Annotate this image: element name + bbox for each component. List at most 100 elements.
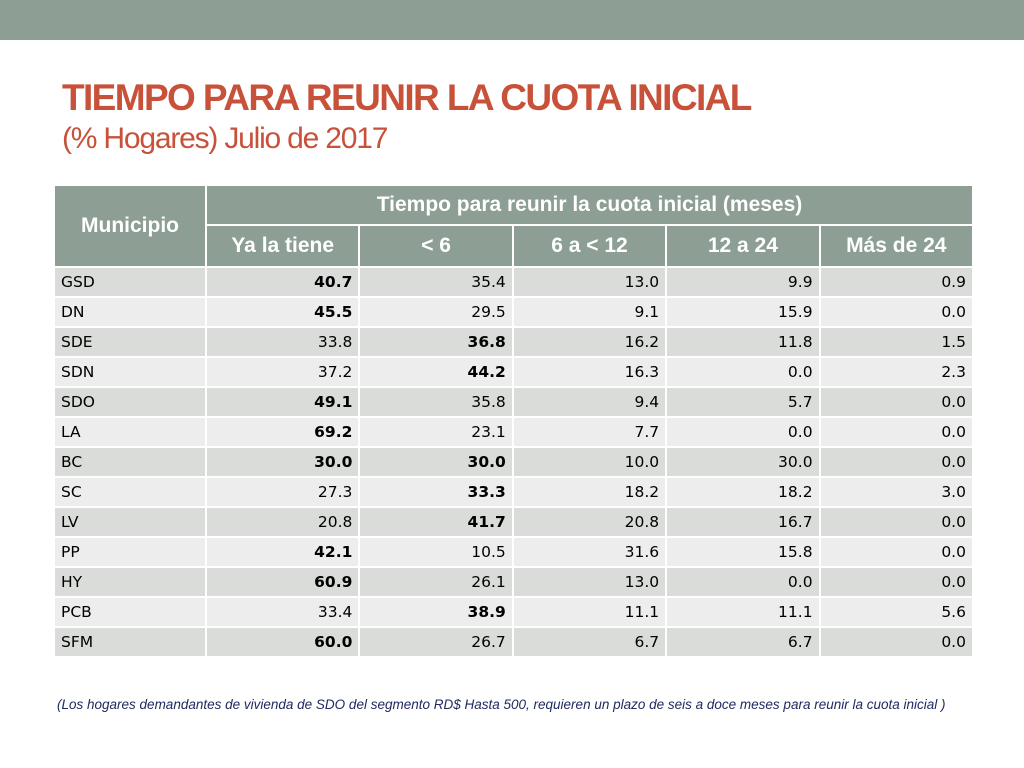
cell-value: 11.1 (511, 596, 668, 627)
footnote: (Los hogares demandantes de vivienda de … (57, 697, 946, 712)
cell-value: 16.7 (665, 506, 821, 537)
header-col-2: < 6 (358, 224, 514, 268)
cell-value: 60.0 (204, 626, 361, 656)
cell-value: 26.1 (358, 566, 514, 597)
cell-value: 31.6 (511, 536, 668, 567)
cell-value: 3.0 (818, 476, 974, 507)
cell-municipio: SDN (53, 356, 207, 387)
header-col-3: 6 a < 12 (511, 224, 668, 268)
cell-municipio: LV (53, 506, 207, 537)
cell-value: 0.0 (818, 626, 974, 656)
cell-value: 0.0 (818, 416, 974, 447)
cell-value: 20.8 (204, 506, 361, 537)
header-col-4: 12 a 24 (665, 224, 821, 268)
table-row: DN 45.5 29.5 9.1 15.9 0.0 (53, 296, 974, 327)
table-row: SDE 33.8 36.8 16.2 11.8 1.5 (53, 326, 974, 357)
cell-value: 15.8 (665, 536, 821, 567)
cell-value: 20.8 (511, 506, 668, 537)
cell-value: 40.7 (204, 266, 361, 297)
cell-value: 16.3 (511, 356, 668, 387)
cell-value: 33.8 (204, 326, 361, 357)
cell-value: 0.0 (818, 446, 974, 477)
cell-value: 60.9 (204, 566, 361, 597)
cell-value: 44.2 (358, 356, 514, 387)
table-row: LV 20.8 41.7 20.8 16.7 0.0 (53, 506, 974, 537)
cell-value: 33.3 (358, 476, 514, 507)
table-row: PCB 33.4 38.9 11.1 11.1 5.6 (53, 596, 974, 627)
table-row: PP 42.1 10.5 31.6 15.8 0.0 (53, 536, 974, 567)
cell-value: 13.0 (511, 266, 668, 297)
cell-value: 26.7 (358, 626, 514, 656)
cell-value: 29.5 (358, 296, 514, 327)
header-municipio: Municipio (53, 184, 207, 268)
cell-value: 11.8 (665, 326, 821, 357)
header-col-1: Ya la tiene (204, 224, 361, 268)
cell-value: 11.1 (665, 596, 821, 627)
cell-value: 0.0 (818, 566, 974, 597)
table-body: GSD 40.7 35.4 13.0 9.9 0.9 DN 45.5 29.5 9.1 15.9 0.… (53, 266, 974, 656)
cell-value: 30.0 (204, 446, 361, 477)
cell-value: 27.3 (204, 476, 361, 507)
cell-value: 30.0 (358, 446, 514, 477)
cell-value: 0.0 (818, 536, 974, 567)
cell-municipio: DN (53, 296, 207, 327)
table-row: BC 30.0 30.0 10.0 30.0 0.0 (53, 446, 974, 477)
cell-value: 18.2 (665, 476, 821, 507)
cell-value: 38.9 (358, 596, 514, 627)
cell-municipio: SDE (53, 326, 207, 357)
cell-value: 0.0 (665, 566, 821, 597)
cell-value: 42.1 (204, 536, 361, 567)
cell-municipio: PP (53, 536, 207, 567)
cell-value: 35.8 (358, 386, 514, 417)
cell-value: 0.0 (818, 386, 974, 417)
cell-value: 9.4 (511, 386, 668, 417)
cell-value: 41.7 (358, 506, 514, 537)
cell-value: 6.7 (665, 626, 821, 656)
table-row: HY 60.9 26.1 13.0 0.0 0.0 (53, 566, 974, 597)
cell-value: 49.1 (204, 386, 361, 417)
cell-value: 36.8 (358, 326, 514, 357)
table-row: SDO 49.1 35.8 9.4 5.7 0.0 (53, 386, 974, 417)
cell-value: 2.3 (818, 356, 974, 387)
cell-value: 0.0 (665, 416, 821, 447)
cell-municipio: BC (53, 446, 207, 477)
table-row: LA 69.2 23.1 7.7 0.0 0.0 (53, 416, 974, 447)
cell-value: 33.4 (204, 596, 361, 627)
table-row: GSD 40.7 35.4 13.0 9.9 0.9 (53, 266, 974, 297)
cell-value: 45.5 (204, 296, 361, 327)
cell-municipio: PCB (53, 596, 207, 627)
cell-municipio: LA (53, 416, 207, 447)
cell-value: 16.2 (511, 326, 668, 357)
cell-municipio: GSD (53, 266, 207, 297)
cell-value: 9.1 (511, 296, 668, 327)
cell-value: 10.5 (358, 536, 514, 567)
slide-title: TIEMPO PARA REUNIR LA CUOTA INICIAL (62, 77, 752, 118)
cell-value: 10.0 (511, 446, 668, 477)
table-row: SC 27.3 33.3 18.2 18.2 3.0 (53, 476, 974, 507)
cell-value: 37.2 (204, 356, 361, 387)
cell-value: 35.4 (358, 266, 514, 297)
cell-value: 30.0 (665, 446, 821, 477)
cell-municipio: HY (53, 566, 207, 597)
cell-value: 0.0 (665, 356, 821, 387)
table-row: SFM 60.0 26.7 6.7 6.7 0.0 (53, 626, 974, 656)
cell-municipio: SC (53, 476, 207, 507)
cell-value: 7.7 (511, 416, 668, 447)
cell-value: 0.9 (818, 266, 974, 297)
cell-value: 0.0 (818, 296, 974, 327)
cell-value: 6.7 (511, 626, 668, 656)
cell-municipio: SFM (53, 626, 207, 656)
cell-value: 18.2 (511, 476, 668, 507)
header-col-5: Más de 24 (818, 224, 974, 268)
cell-value: 9.9 (665, 266, 821, 297)
cell-municipio: SDO (53, 386, 207, 417)
cell-value: 5.6 (818, 596, 974, 627)
table-row: SDN 37.2 44.2 16.3 0.0 2.3 (53, 356, 974, 387)
slide-subtitle: (% Hogares) Julio de 2017 (62, 122, 388, 155)
cell-value: 15.9 (665, 296, 821, 327)
cell-value: 0.0 (818, 506, 974, 537)
cell-value: 69.2 (204, 416, 361, 447)
top-bar (0, 0, 1024, 40)
data-table: Municipio Tiempo para reunir la cuota in… (53, 184, 974, 656)
cell-value: 1.5 (818, 326, 974, 357)
